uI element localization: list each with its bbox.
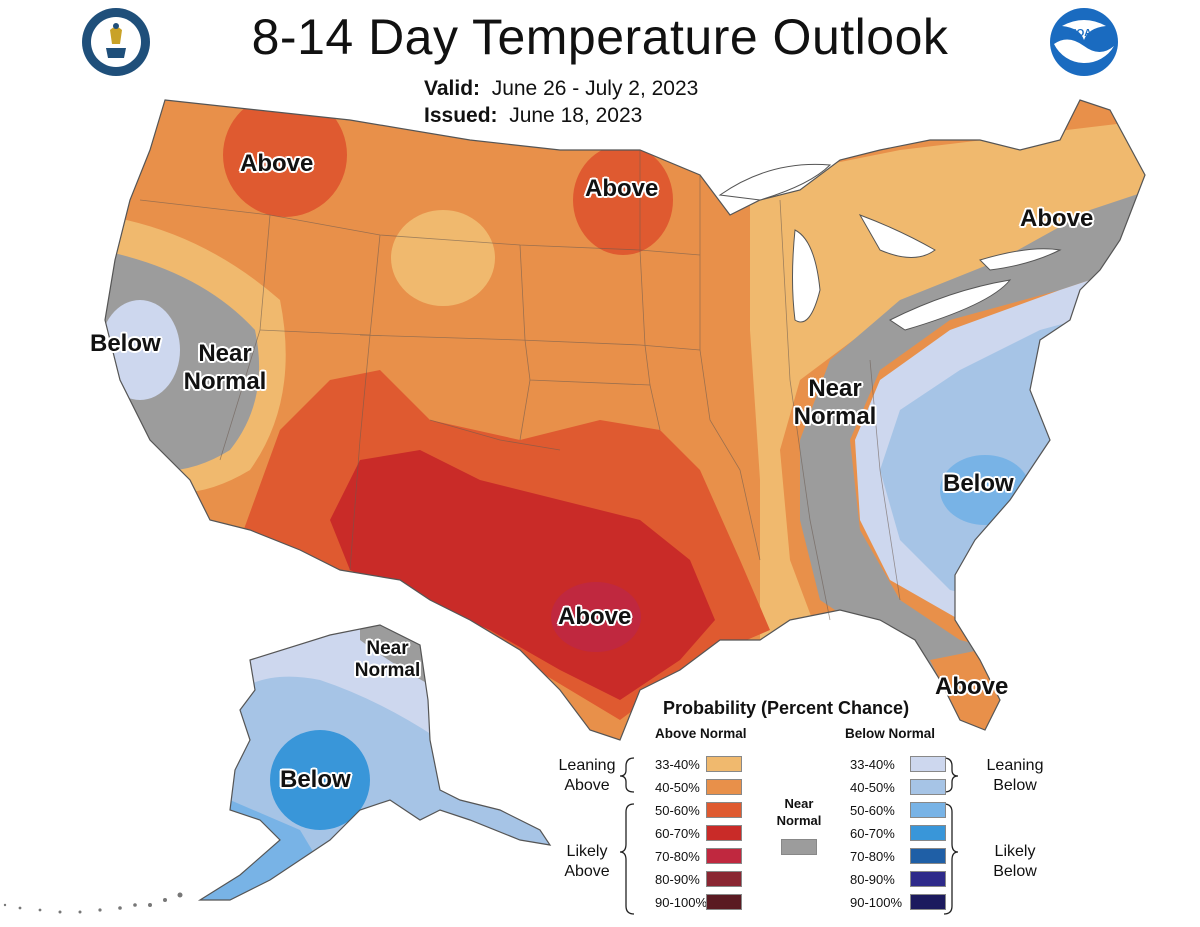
- valid-label: Valid:: [424, 77, 481, 100]
- issued-label: Issued:: [424, 104, 498, 127]
- valid-value: June 26 - July 2, 2023: [491, 77, 699, 100]
- legend-likely-below: Likely Below: [993, 843, 1037, 880]
- legend-near-swatch: [781, 839, 817, 855]
- great-lakes: [718, 163, 1062, 331]
- legend-above-swatch-2: [706, 779, 742, 795]
- legend-braces: [620, 757, 959, 915]
- legend-above-swatch-5: [706, 848, 742, 864]
- legend-below-range-1: 33-40%: [850, 757, 895, 772]
- legend-below-swatch-7: [910, 894, 946, 910]
- legend-above-swatch-1: [706, 756, 742, 772]
- issued-value: June 18, 2023: [509, 104, 643, 127]
- legend-below-range-4: 60-70%: [850, 826, 895, 841]
- issued-line: Issued: June 18, 2023: [424, 104, 642, 128]
- region-label-ca-near: Near Normal: [183, 340, 267, 395]
- legend-above-swatch-7: [706, 894, 742, 910]
- legend-near-label: Near Normal: [776, 796, 822, 828]
- region-label-se-below: Below: [943, 470, 1014, 497]
- region-label-ca-below: Below: [90, 330, 161, 357]
- legend-above-swatch-4: [706, 825, 742, 841]
- legend-above-range-7: 90-100%: [655, 895, 708, 910]
- valid-line: Valid: June 26 - July 2, 2023: [424, 77, 698, 101]
- legend-above-range-1: 33-40%: [655, 757, 700, 772]
- noaa-logo-icon: NOAA: [1050, 8, 1118, 76]
- legend-above-header: Above Normal: [655, 726, 747, 741]
- legend-below-range-6: 80-90%: [850, 872, 895, 887]
- page-title: 8-14 Day Temperature Outlook: [251, 9, 949, 65]
- legend-above-swatch-6: [706, 871, 742, 887]
- legend-above-range-5: 70-80%: [655, 849, 700, 864]
- legend-title: Probability (Percent Chance): [663, 698, 910, 718]
- region-label-fl-above: Above: [935, 673, 1009, 700]
- legend-below-swatch-5: [910, 848, 946, 864]
- legend-likely-above: Likely Above: [564, 843, 610, 880]
- legend-below-header: Below Normal: [845, 726, 936, 741]
- legend-below-swatch-1: [910, 756, 946, 772]
- legend-above-range-3: 50-60%: [655, 803, 700, 818]
- department-of-commerce-seal-icon: [82, 8, 150, 76]
- legend-above-range-4: 60-70%: [655, 826, 700, 841]
- legend-above-range-6: 80-90%: [655, 872, 700, 887]
- alaska-outline: [197, 624, 552, 901]
- region-label-nw-above: Above: [240, 150, 314, 177]
- region-label-ak-below: Below: [280, 766, 351, 793]
- legend-below-swatch-6: [910, 871, 946, 887]
- legend-leaning-above: Leaning Above: [558, 757, 616, 794]
- svg-text:NOAA: NOAA: [1069, 28, 1098, 39]
- region-label-ne-above: Above: [1020, 205, 1094, 232]
- aleutian-islands: [3, 892, 183, 914]
- legend-leaning-below: Leaning Below: [986, 757, 1044, 794]
- legend-below-range-3: 50-60%: [850, 803, 895, 818]
- legend-below-range-2: 40-50%: [850, 780, 895, 795]
- legend-above-range-2: 40-50%: [655, 780, 700, 795]
- legend-below-swatch-4: [910, 825, 946, 841]
- region-label-ak-near: Near Normal: [354, 638, 421, 681]
- state-borders: [139, 150, 901, 621]
- legend-below-range-5: 70-80%: [850, 849, 895, 864]
- legend-below-range-7: 90-100%: [850, 895, 903, 910]
- legend-above-swatch-3: [706, 802, 742, 818]
- region-label-ms-near: Near Normal: [793, 375, 877, 430]
- region-label-nd-above: Above: [585, 175, 659, 202]
- legend-below-swatch-3: [910, 802, 946, 818]
- region-label-tx-above: Above: [558, 603, 632, 630]
- legend-below-swatch-2: [910, 779, 946, 795]
- conus-outline: [104, 99, 1146, 741]
